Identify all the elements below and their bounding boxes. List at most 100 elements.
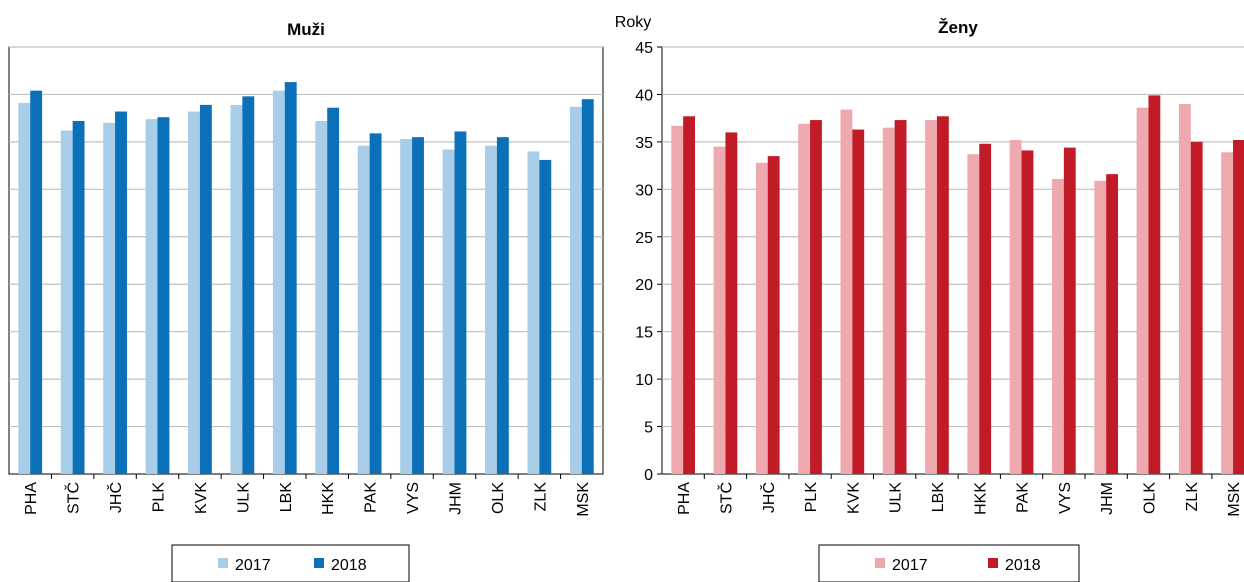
bar-2018-PAK (369, 133, 382, 475)
legend-frame (171, 544, 410, 582)
y-tick-label: 0 (644, 467, 653, 484)
y-tick-label: 30 (635, 182, 653, 199)
bar-2017-STČ (713, 146, 726, 474)
bar-2017-LBK (925, 120, 937, 474)
bar-2018-PLK (810, 120, 822, 474)
bar-2017-ZLK (527, 151, 540, 474)
bar-2017-ZLK (1178, 103, 1191, 474)
bar-2017-OLK (1136, 107, 1149, 475)
plot-area (8, 46, 604, 475)
bar-2018-LBK (284, 82, 297, 474)
bar-2018-STČ (725, 132, 738, 474)
y-tick-label: 15 (635, 325, 653, 342)
x-tick-label: VYS (1057, 482, 1074, 514)
bar-2018-KVK (199, 104, 212, 474)
x-tick-label: OLK (490, 482, 507, 514)
bar-2018-PAK (1021, 150, 1034, 474)
bars-group (671, 95, 1244, 475)
x-tick-label: MSK (1226, 482, 1243, 517)
chart-zeny: Ženy Roky 0 5 10 15 20 25 30 35 40 45 PHA STČ JHČ PL… (615, 14, 1244, 582)
x-tick-label: STČ (64, 482, 83, 514)
x-tick-label: JHM (448, 482, 465, 515)
x-tick-label: ZLK (1184, 482, 1201, 512)
y-tick-label: 25 (635, 230, 653, 247)
bar-2018-JHČ (767, 156, 780, 474)
x-tick-label: KVK (845, 482, 862, 514)
legend-swatch-2017 (875, 558, 885, 568)
bar-2017-JHČ (103, 122, 116, 475)
bar-2017-PHA (18, 102, 31, 475)
bar-2018-MSK (1233, 139, 1244, 475)
x-tick-label: VYS (405, 482, 422, 514)
y-tick-labels: 0 5 10 15 20 25 30 35 40 45 (635, 40, 662, 484)
legend-frame (818, 544, 1080, 582)
bar-2018-LBK (936, 116, 949, 474)
y-tick-label: 10 (635, 372, 653, 389)
bar-2017-PHA (671, 125, 684, 474)
x-tick-label: HKK (320, 482, 337, 515)
chart-title: Muži (287, 20, 325, 39)
x-tick-label: LBK (278, 482, 295, 513)
bar-2017-PAK (357, 145, 370, 474)
bar-2018-MSK (581, 99, 594, 474)
bar-2017-VYS (1052, 178, 1064, 474)
bar-2018-PLK (157, 117, 170, 475)
y-tick-label: 45 (635, 40, 653, 57)
bar-2017-JHM (1094, 180, 1107, 474)
x-tick-label: LBK (930, 482, 947, 513)
y-tick-label: 5 (644, 420, 653, 437)
bar-2018-PHA (30, 90, 43, 474)
x-tick-labels: PHA STČ JHČ PLK KVK ULK LBK HKK PAK VYS JHM OLK ZLK M… (23, 474, 592, 517)
y-unit-label: Roky (615, 14, 651, 31)
x-tick-label: PAK (363, 482, 380, 513)
bar-2018-JHM (454, 131, 467, 474)
bar-2017-KVK (188, 111, 200, 474)
x-tick-label: PHA (676, 482, 693, 515)
legend-label-2018: 2018 (1005, 557, 1041, 574)
x-tick-label: JHČ (759, 482, 778, 513)
bar-2018-KVK (852, 129, 865, 474)
legend: 2017 2018 (171, 544, 410, 582)
bar-2018-ULK (894, 120, 907, 474)
y-tick-label: 35 (635, 135, 653, 152)
bar-2017-HKK (967, 154, 980, 475)
x-tick-label: PLK (803, 482, 820, 513)
bar-2018-ZLK (1190, 141, 1203, 474)
bar-2018-HKK (979, 143, 992, 474)
chart-title: Ženy (938, 18, 978, 37)
legend-label-2017: 2017 (235, 557, 271, 574)
x-tick-label: PLK (151, 482, 168, 513)
y-tick-label: 20 (635, 277, 653, 294)
legend-swatch-2018 (314, 558, 324, 568)
bar-2018-VYS (1063, 147, 1076, 475)
bar-2017-KVK (840, 109, 853, 475)
bar-2017-VYS (400, 139, 413, 474)
bar-2018-VYS (412, 137, 424, 474)
x-tick-label: PHA (23, 482, 40, 515)
bar-2017-JHM (442, 149, 455, 475)
bar-2017-OLK (485, 145, 497, 474)
bar-2017-STČ (60, 130, 73, 474)
legend-label-2017: 2017 (892, 557, 928, 574)
bar-2018-JHM (1106, 174, 1118, 474)
x-tick-label: HKK (972, 482, 989, 515)
bar-2017-LBK (272, 90, 285, 474)
bar-2017-PLK (798, 123, 811, 475)
bar-2017-JHČ (755, 162, 768, 474)
x-tick-label: KVK (193, 482, 210, 514)
y-tick-label: 40 (635, 87, 653, 104)
bar-2018-STČ (72, 121, 85, 474)
legend-swatch-2017 (218, 558, 228, 568)
bars-group (18, 82, 594, 475)
bar-2017-HKK (315, 121, 328, 474)
x-tick-label: JHČ (106, 482, 125, 513)
bar-2018-HKK (327, 107, 340, 475)
bar-2017-ULK (882, 127, 895, 475)
x-tick-labels: PHA STČ JHČ PLK KVK ULK LBK HKK PAK VYS JHM OLK ZLK M… (676, 474, 1243, 517)
bar-2017-ULK (230, 104, 243, 474)
bar-2018-OLK (496, 137, 509, 474)
bar-2017-MSK (1221, 152, 1234, 474)
x-tick-label: OLK (1141, 482, 1158, 514)
x-tick-label: PAK (1015, 482, 1032, 513)
bar-2018-ULK (242, 96, 255, 474)
